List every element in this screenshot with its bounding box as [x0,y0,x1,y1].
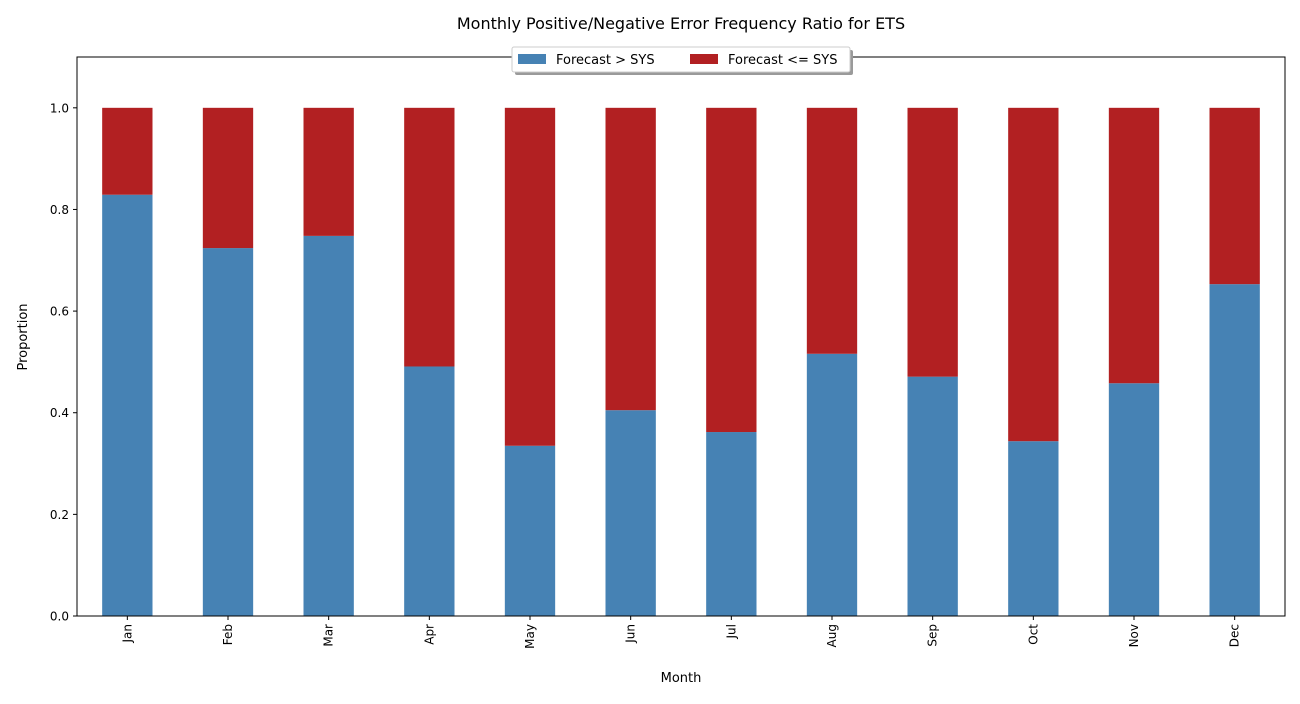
bar-nov-series-0 [1108,383,1160,616]
bar-jan-series-1 [102,107,153,195]
y-axis-label: Proportion [16,303,31,370]
x-tick-label-nov: Nov [1127,624,1141,647]
x-tick-label-mar: Mar [322,624,336,647]
bar-mar-series-1 [303,107,354,236]
bar-feb-series-0 [202,248,254,616]
legend-box [511,46,851,73]
bar-jul-series-1 [706,107,757,433]
y-tick-label: 0.2 [50,508,69,522]
bar-sep-series-1 [907,107,958,377]
bar-dec-series-1 [1209,107,1260,285]
bar-apr-series-0 [404,366,455,616]
bar-jun-series-1 [605,107,656,411]
bar-may-series-0 [504,445,556,616]
bar-dec-series-0 [1209,284,1260,616]
x-tick-label-jul: Jul [724,624,738,639]
y-tick-label: 1.0 [50,101,69,115]
bar-mar-series-0 [303,235,354,616]
x-tick-label-aug: Aug [825,624,839,647]
x-tick-label-dec: Dec [1228,624,1242,647]
x-axis-label: Month [661,671,702,686]
legend-swatch-forecast-le-sys [690,54,718,64]
x-tick-label-jun: Jun [624,624,638,644]
legend-label-forecast-gt-sys: Forecast > SYS [556,53,655,68]
bar-sep-series-0 [907,376,958,616]
y-tick-label: 0.8 [50,203,69,217]
x-tick-label-sep: Sep [926,624,940,647]
x-tick-label-jan: Jan [120,624,134,644]
bar-aug-series-0 [806,353,858,616]
x-tick-label-apr: Apr [422,624,436,645]
x-tick-label-feb: Feb [221,624,235,645]
x-tick-label-oct: Oct [1026,624,1040,645]
bar-apr-series-1 [404,107,455,367]
y-tick-label: 0.6 [50,305,69,319]
bar-jan-series-0 [102,194,153,616]
legend: Forecast > SYS Forecast <= SYS [511,46,853,75]
bars-layer [102,107,1260,616]
legend-label-forecast-le-sys: Forecast <= SYS [728,53,838,68]
bar-oct-series-0 [1008,441,1059,616]
axes-layer: 0.0 0.2 0.4 0.6 0.8 1.0 Jan Feb Mar Apr May Jun Jul A… [50,56,1286,649]
bar-aug-series-1 [806,107,858,354]
bar-oct-series-1 [1008,107,1059,442]
bar-jul-series-0 [706,432,757,616]
legend-swatch-forecast-gt-sys [518,54,546,64]
bar-jun-series-0 [605,410,656,616]
bar-may-series-1 [504,107,556,446]
plot-frame [76,56,1286,617]
bar-feb-series-1 [202,107,254,249]
x-tick-label-may: May [523,624,537,649]
y-tick-label: 0.0 [50,610,69,624]
y-tick-label: 0.4 [50,406,69,420]
bar-nov-series-1 [1108,107,1160,384]
chart-title: Monthly Positive/Negative Error Frequenc… [457,14,905,33]
